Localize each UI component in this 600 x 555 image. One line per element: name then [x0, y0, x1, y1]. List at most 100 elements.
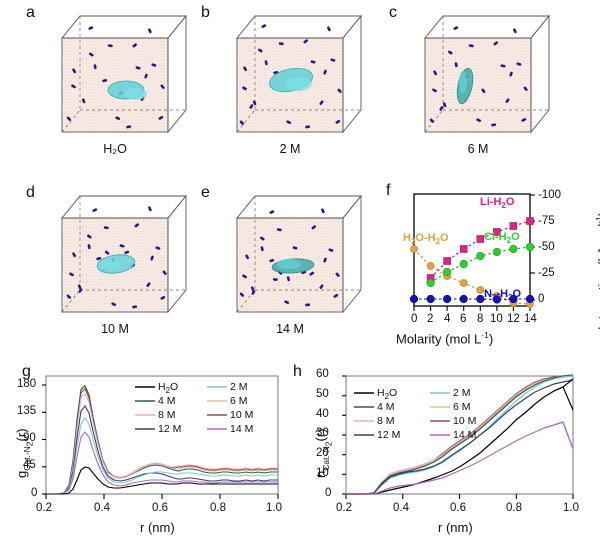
h-legend-label-12m: 12 M [377, 429, 401, 441]
panel-label-a: a [26, 4, 35, 21]
g-series-4m [46, 385, 278, 495]
f-xtick-10: 10 [490, 313, 503, 325]
h-xaxis-title: r (nm) [438, 520, 473, 535]
h-series-12m [346, 379, 574, 495]
f-xtick-8: 8 [477, 313, 484, 325]
h-legend-label-6m: 6 M [453, 401, 471, 413]
f-ytick-n75: -75 [538, 215, 555, 227]
series-label-n2-h2o: N2-H2O [484, 288, 522, 303]
h-xtick-0p4: 0.4 [393, 502, 409, 514]
g-legend-label-8m: 8 M [158, 409, 176, 421]
h-series-14m [346, 421, 574, 495]
panel-label-e: e [201, 184, 210, 201]
chart-panel-g [42, 375, 279, 499]
h-series-4m [346, 374, 574, 495]
h-ytick-10: 10 [316, 467, 329, 479]
f-ytick-n25: -25 [538, 267, 555, 279]
g-ytick-45: 45 [23, 459, 36, 471]
series-label-h2o-h2o: H2O-H2O [403, 232, 449, 247]
snapshot-caption-d: 10 M [101, 322, 129, 336]
panel-label-f: f [386, 182, 391, 199]
h-xtick-0p8: 0.8 [506, 502, 522, 514]
g-legend-label-14m: 14 M [230, 423, 254, 435]
h-legend-label-2m: 2 M [453, 387, 471, 399]
snapshot-caption-c: 6 M [467, 142, 489, 156]
g-legend-label-6m: 6 M [230, 395, 248, 407]
f-ytick-0: 0 [538, 293, 545, 305]
h-legend-label-14m: 14 M [453, 429, 477, 441]
nanobubble-cluster-b [268, 67, 314, 93]
simulation-box-d [61, 194, 187, 314]
g-series-12m [46, 405, 278, 495]
nanobubble-cluster-a [107, 80, 147, 100]
f-yaxis-title: Interaction (kJ mol-1) [594, 212, 600, 330]
g-legend-label-12m: 12 M [158, 423, 182, 435]
g-legend-label-4m: 4 M [158, 395, 176, 407]
g-series-14m [46, 431, 278, 495]
simulation-box-b [236, 14, 362, 134]
g-xaxis-title: r (nm) [140, 520, 175, 535]
h-series-2m [346, 375, 574, 495]
h-series-8m [346, 375, 574, 495]
h-legend-label-10m: 10 M [453, 415, 477, 427]
h-xtick-1p0: 1.0 [563, 502, 579, 514]
panel-label-d: d [26, 184, 35, 201]
g-series-8m [46, 393, 278, 495]
chart-panel-f [409, 193, 535, 311]
h-series-6m [346, 374, 574, 495]
series-label-cl-h2o: Cl-H2O [484, 231, 520, 246]
h-legend-label-4m: 4 M [377, 401, 395, 413]
g-legend-label-10m: 10 M [230, 409, 254, 421]
h-yaxis-title: nCat.-N2(r) [313, 428, 334, 478]
h-ytick-40: 40 [316, 408, 329, 420]
g-series-2m [46, 417, 278, 495]
f-ytick-n50: -50 [538, 241, 555, 253]
panel-label-g: g [22, 363, 31, 380]
f-xtick-4: 4 [444, 313, 451, 325]
f-xtick-12: 12 [507, 313, 520, 325]
f-xaxis-title: Molarity (mol L-1) [396, 330, 494, 347]
simulation-box-c [424, 14, 550, 134]
g-xtick-0p6: 0.6 [152, 502, 168, 514]
h-legend-label-8m: 8 M [377, 415, 395, 427]
g-series-h2o [46, 466, 278, 495]
nanobubble-cluster-d [96, 254, 136, 274]
g-yaxis-title: gCat.-N2(r) [14, 428, 35, 478]
f-xtick-14: 14 [524, 313, 537, 325]
h-ytick-20: 20 [316, 447, 329, 459]
panel-label-h: h [293, 363, 302, 380]
h-xtick-0p6: 0.6 [450, 502, 466, 514]
g-legend-label-h2o: H2O [158, 381, 179, 396]
g-xtick-1p0: 1.0 [266, 502, 282, 514]
g-series-6m [46, 384, 278, 495]
series-label-li-h2o: Li-H2O [480, 196, 515, 211]
panel-label-c: c [389, 4, 397, 21]
simulation-box-a [61, 14, 187, 134]
panel-label-b: b [201, 4, 210, 21]
snapshot-caption-e: 14 M [276, 322, 304, 336]
g-ytick-180: 180 [17, 378, 37, 390]
f-xtick-0: 0 [411, 313, 418, 325]
h-ytick-0: 0 [325, 487, 332, 499]
simulation-box-e [236, 194, 362, 314]
h-legend-label-h2o: H2O [377, 387, 398, 402]
f-ytick-n100: -100 [538, 189, 562, 201]
h-ytick-30: 30 [316, 427, 329, 439]
h-legend-lines [354, 392, 450, 436]
snapshot-caption-b: 2 M [279, 142, 301, 156]
h-ytick-60: 60 [316, 368, 329, 380]
chart-panel-h [342, 374, 574, 499]
f-xtick-2: 2 [427, 313, 434, 325]
h-series-h2o [346, 386, 574, 495]
nanobubble-cluster-e [271, 258, 315, 274]
snapshot-caption-a: H₂O [103, 142, 127, 156]
g-ytick-135: 135 [17, 405, 37, 417]
g-ytick-90: 90 [23, 432, 36, 444]
g-legend-lines [135, 386, 227, 430]
g-ytick-0: 0 [31, 487, 38, 499]
f-xtick-6: 6 [460, 313, 467, 325]
g-xtick-0p4: 0.4 [94, 502, 110, 514]
g-xtick-0p8: 0.8 [210, 502, 226, 514]
h-ytick-50: 50 [316, 388, 329, 400]
